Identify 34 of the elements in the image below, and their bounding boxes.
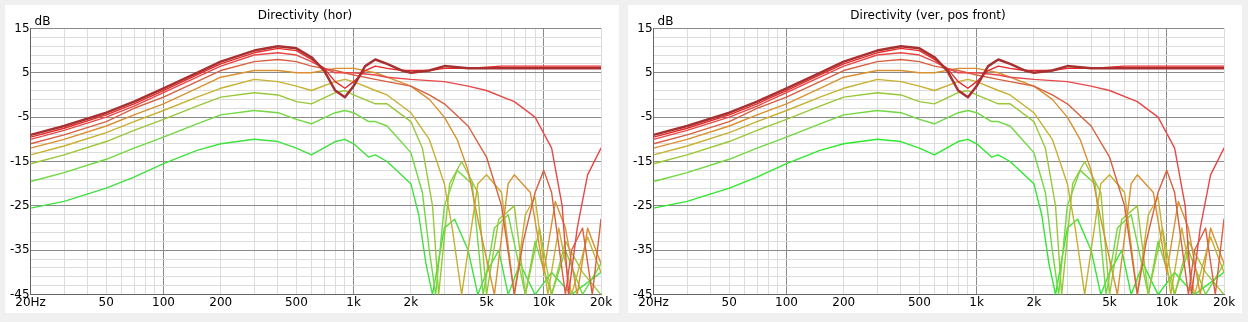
y-tick-label: -15 (9, 153, 30, 168)
x-tick-label: 50 (721, 294, 737, 309)
x-tick-label: 100 (775, 294, 798, 309)
x-tick-label: 20k (1212, 294, 1236, 309)
y-tick-label: 15 (637, 20, 653, 35)
x-tick-label: 200 (832, 294, 856, 309)
x-tick-label: 50 (98, 294, 114, 309)
y-tick-label: 5 (644, 64, 653, 79)
y-tick-label: 5 (21, 64, 30, 79)
y-tick-label: 15 (14, 20, 30, 35)
x-tick-label: 500 (284, 294, 308, 309)
y-tick-label: -5 (17, 109, 30, 124)
x-tick-label: 200 (209, 294, 233, 309)
x-tick-label: 5k (479, 294, 494, 309)
chart-title: Directivity (hor) (257, 8, 353, 23)
chart-title: Directivity (ver, pos front) (850, 8, 1006, 23)
x-tick-label: 2k (1026, 294, 1042, 309)
x-tick-label: 2k (403, 294, 419, 309)
y-tick-label: -15 (632, 153, 653, 168)
y-tick-label: -35 (9, 242, 30, 257)
y-tick-label: -5 (640, 109, 653, 124)
x-tick-label: 500 (907, 294, 931, 309)
x-tick-label: 5k (1102, 294, 1117, 309)
x-tick-label: 10k (1155, 294, 1178, 309)
x-tick-label: 1k (346, 294, 361, 309)
x-tick-label: 20k (589, 294, 613, 309)
x-tick-label: 10k (532, 294, 555, 309)
y-tick-label: -35 (632, 242, 653, 257)
y-axis-title: dB (657, 13, 674, 28)
x-tick-label: 1k (969, 294, 984, 309)
y-tick-label: -25 (632, 197, 653, 212)
y-tick-label: -25 (9, 197, 30, 212)
y-axis-title: dB (34, 13, 51, 28)
x-tick-label: 100 (152, 294, 175, 309)
